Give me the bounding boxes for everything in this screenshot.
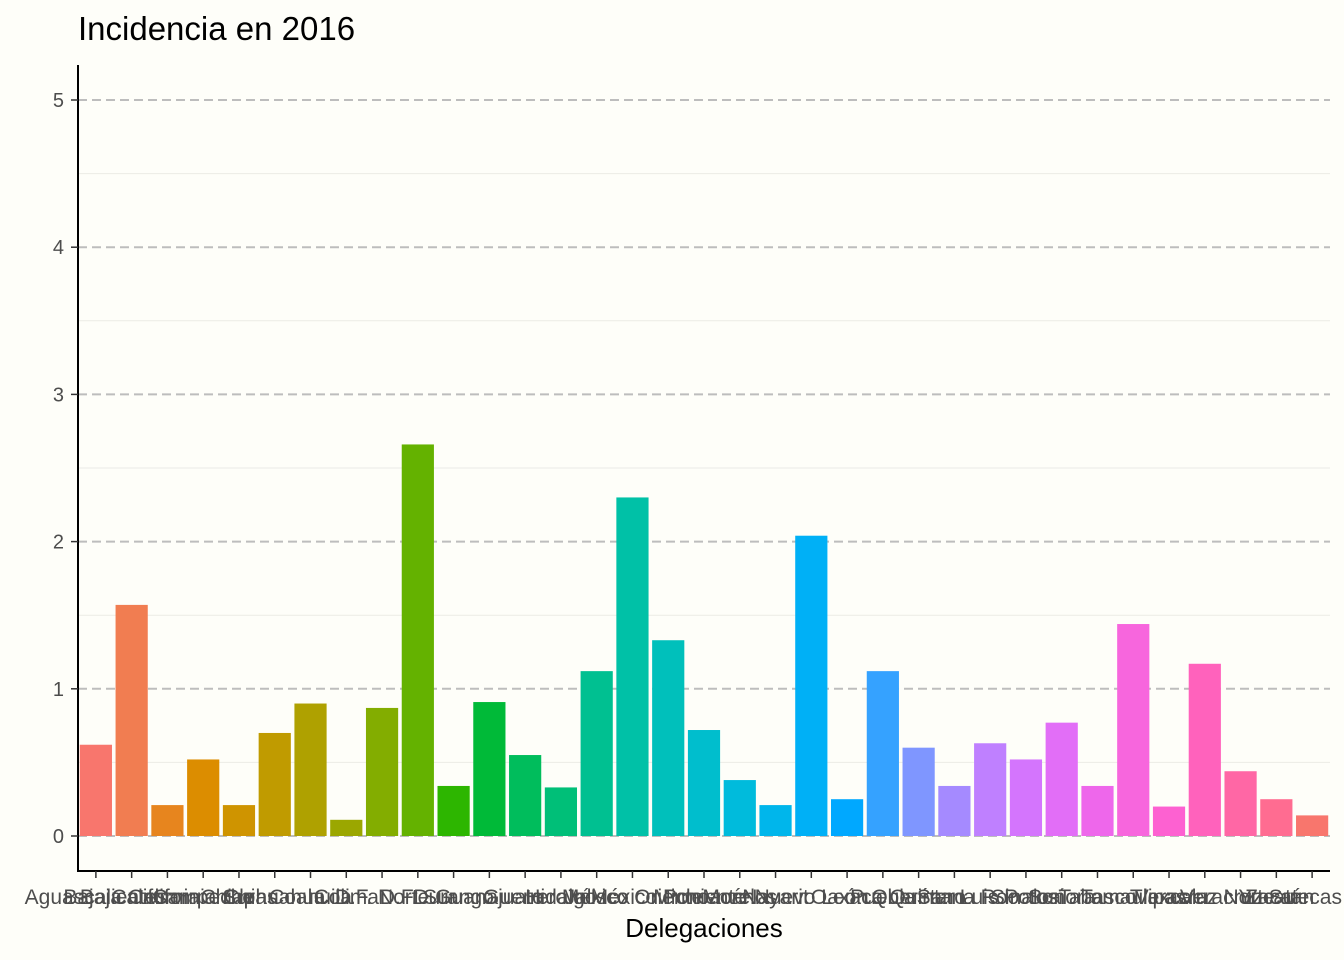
bars — [79, 444, 1329, 836]
bar — [330, 819, 363, 836]
x-tick-label: D.F. Sur — [380, 886, 456, 909]
x-tick-label: Aguascalientes — [25, 886, 167, 909]
x-tick-label: Tabasco — [1058, 886, 1136, 909]
bar — [795, 535, 828, 836]
bar — [79, 744, 112, 836]
y-tick-label: 1 — [53, 679, 64, 701]
x-tick-label: Tamaulipas — [1080, 886, 1186, 909]
axes — [71, 65, 1330, 878]
x-tick-label: Hidalgo — [525, 886, 596, 909]
bar — [1260, 799, 1293, 836]
x-tick-label: Chiapas — [200, 886, 277, 909]
bar — [544, 787, 578, 836]
bar — [652, 640, 685, 836]
bar — [580, 671, 613, 836]
x-tick-label: Sonora — [1028, 886, 1096, 909]
bar — [687, 730, 721, 836]
x-tick-label: México Oriente — [562, 886, 703, 909]
y-tick-label: 0 — [53, 826, 64, 848]
bar — [1117, 624, 1150, 836]
bar — [616, 497, 649, 836]
y-tick-label: 2 — [53, 532, 64, 554]
bar — [974, 743, 1007, 836]
bar — [401, 444, 434, 836]
bar — [509, 755, 542, 836]
bar — [1224, 771, 1257, 836]
bar — [1081, 785, 1114, 836]
bar — [151, 805, 184, 836]
x-tick-label: Nayarit — [742, 886, 809, 909]
x-tick-label: Durango — [413, 886, 494, 909]
x-tick-label: Michoacán — [653, 886, 755, 909]
bar — [866, 671, 899, 836]
bar — [187, 759, 220, 836]
x-tick-label: Zacatecas — [1245, 886, 1342, 909]
bar — [258, 732, 291, 836]
bar — [294, 703, 327, 836]
x-tick-label: Chihuahua — [224, 886, 326, 909]
x-tick-label: D.F. Norte — [335, 886, 430, 909]
x-tick-label: México Poniente — [591, 886, 746, 909]
x-tick-label: Nuevo León — [755, 886, 868, 909]
bar — [473, 702, 506, 836]
x-tick-label: Baja California Sur — [80, 886, 255, 909]
bar — [723, 780, 756, 836]
x-tick-label: Veracruz Norte — [1135, 886, 1275, 909]
x-tick-label: Guanajuato — [435, 886, 544, 909]
y-tick-label: 4 — [53, 237, 64, 259]
x-tick-label: Oaxaca — [811, 886, 884, 909]
bar — [1045, 722, 1078, 836]
x-tick-label: Querétaro — [871, 886, 966, 909]
bar — [1152, 806, 1186, 836]
bar — [1188, 663, 1221, 836]
x-tick-label: Sinaloa — [991, 886, 1061, 909]
bar — [115, 604, 148, 836]
chart-title: Incidencia en 2016 — [78, 10, 355, 47]
x-tick-label: Jalisco — [565, 886, 629, 909]
x-tick-label: Morelos — [702, 886, 777, 909]
bar — [830, 799, 864, 836]
x-tick-label: Quintana Roo — [890, 886, 1020, 909]
bar — [437, 785, 470, 836]
x-tick-label: Tlaxcala — [1130, 886, 1209, 909]
x-tick-label: Coahuila — [269, 886, 352, 909]
x-tick-label: Colima — [314, 886, 380, 909]
bar — [365, 707, 399, 836]
bar — [759, 805, 792, 836]
bar — [902, 747, 935, 836]
y-tick-labels: 0 1 2 3 4 5 — [53, 90, 64, 848]
x-tick-label: Yucatán — [1238, 886, 1314, 909]
y-tick-label: 5 — [53, 90, 64, 112]
bar — [938, 785, 971, 836]
bar — [222, 805, 256, 836]
x-tick-label: San Luis Potosí — [917, 886, 1064, 909]
x-tick-label: Baja California — [63, 886, 200, 909]
bar — [1009, 759, 1043, 836]
x-tick-label: Campeche — [152, 886, 254, 909]
x-tick-label: Guerrero — [483, 886, 567, 909]
x-axis-title: Delegaciones — [625, 913, 783, 943]
bar — [1296, 815, 1329, 836]
x-tick-label: Puebla — [850, 886, 916, 909]
y-tick-label: 3 — [53, 384, 64, 406]
x-tick-label: Veracruz Sur — [1180, 886, 1301, 909]
